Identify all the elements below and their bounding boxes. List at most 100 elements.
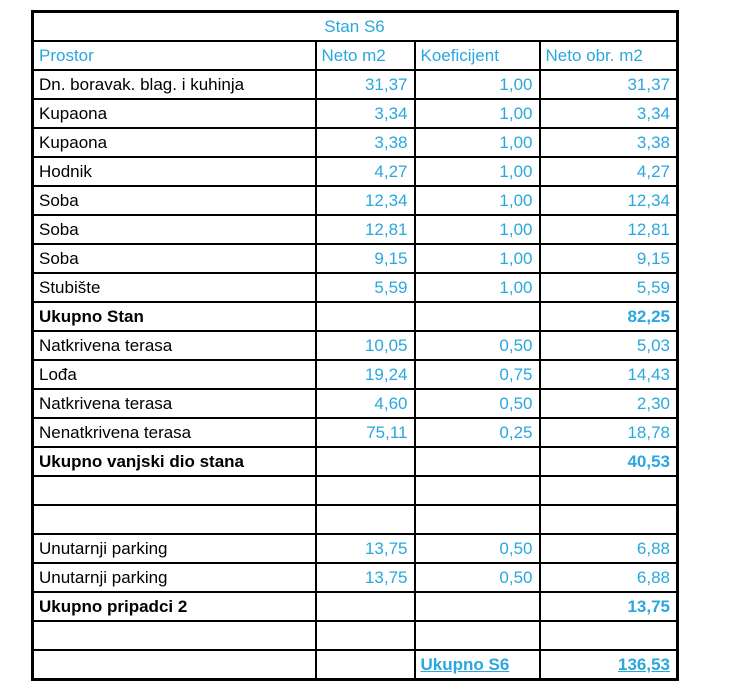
cell-koeficijent: Ukupno S6: [413, 649, 541, 681]
cell-neto-m2: 10,05: [314, 330, 416, 361]
table-row-data: Nenatkrivena terasa 75,11 0,25 18,78: [31, 417, 679, 448]
cell-neto-obr-m2: 3,38: [538, 127, 679, 158]
cell-koeficijent: [413, 301, 541, 332]
table-row-data: Dn. boravak. blag. i kuhinja 31,37 1,00 31,…: [31, 69, 679, 100]
cell-koeficijent: [413, 620, 541, 651]
cell-neto-m2: [314, 475, 416, 506]
table-title: Stan S6: [31, 10, 679, 42]
table-row-data: Soba 12,34 1,00 12,34: [31, 185, 679, 216]
cell-koeficijent: 0,25: [413, 417, 541, 448]
table-row-data: Unutarnji parking 13,75 0,50 6,88: [31, 533, 679, 564]
table-row-data: Natkrivena terasa 4,60 0,50 2,30: [31, 388, 679, 419]
cell-neto-m2: [314, 649, 416, 681]
table-row-total: Ukupno pripadci 2 13,75: [31, 591, 679, 622]
table-row-data: Soba 12,81 1,00 12,81: [31, 214, 679, 245]
table-row-total: Ukupno Stan 82,25: [31, 301, 679, 332]
cell-koeficijent: 0,50: [413, 330, 541, 361]
table-row-empty: [31, 504, 679, 535]
column-header-prostor: Prostor: [31, 40, 317, 71]
cell-koeficijent: [413, 591, 541, 622]
cell-prostor: Natkrivena terasa: [31, 388, 317, 419]
cell-prostor: Kupaona: [31, 98, 317, 129]
cell-prostor: Lođa: [31, 359, 317, 390]
cell-prostor: Ukupno Stan: [31, 301, 317, 332]
cell-koeficijent: 0,50: [413, 562, 541, 593]
cell-prostor: Unutarnji parking: [31, 533, 317, 564]
cell-prostor: Ukupno vanjski dio stana: [31, 446, 317, 477]
cell-prostor: Ukupno pripadci 2: [31, 591, 317, 622]
cell-neto-m2: 12,81: [314, 214, 416, 245]
cell-koeficijent: 0,50: [413, 533, 541, 564]
table-row-data: Natkrivena terasa 10,05 0,50 5,03: [31, 330, 679, 361]
cell-prostor: Dn. boravak. blag. i kuhinja: [31, 69, 317, 100]
cell-neto-obr-m2: 5,03: [538, 330, 679, 361]
cell-neto-obr-m2: 136,53: [538, 649, 679, 681]
cell-koeficijent: [413, 475, 541, 506]
table-row-empty: [31, 475, 679, 506]
table-row-data: Kupaona 3,38 1,00 3,38: [31, 127, 679, 158]
cell-neto-obr-m2: 13,75: [538, 591, 679, 622]
cell-koeficijent: 1,00: [413, 127, 541, 158]
cell-neto-m2: 31,37: [314, 69, 416, 100]
cell-koeficijent: 1,00: [413, 185, 541, 216]
cell-neto-obr-m2: 12,34: [538, 185, 679, 216]
cell-neto-obr-m2: 5,59: [538, 272, 679, 303]
table-title-row: Stan S6: [31, 10, 679, 42]
cell-prostor: [31, 620, 317, 651]
column-header-koeficijent: Koeficijent: [413, 40, 541, 71]
cell-koeficijent: 1,00: [413, 272, 541, 303]
cell-neto-m2: 3,38: [314, 127, 416, 158]
cell-prostor: Unutarnji parking: [31, 562, 317, 593]
table-row-data: Hodnik 4,27 1,00 4,27: [31, 156, 679, 187]
cell-prostor: Soba: [31, 214, 317, 245]
cell-neto-m2: 3,34: [314, 98, 416, 129]
cell-neto-obr-m2: 82,25: [538, 301, 679, 332]
cell-neto-obr-m2: 6,88: [538, 562, 679, 593]
column-header-neto-obr-m2: Neto obr. m2: [538, 40, 679, 71]
cell-neto-m2: 13,75: [314, 562, 416, 593]
cell-neto-m2: 75,11: [314, 417, 416, 448]
table-header-row: Prostor Neto m2 Koeficijent Neto obr. m2: [31, 40, 679, 71]
cell-neto-obr-m2: 3,34: [538, 98, 679, 129]
cell-prostor: Kupaona: [31, 127, 317, 158]
cell-neto-obr-m2: 4,27: [538, 156, 679, 187]
cell-neto-m2: 5,59: [314, 272, 416, 303]
cell-prostor: Stubište: [31, 272, 317, 303]
cell-koeficijent: 1,00: [413, 243, 541, 274]
table-row-data: Soba 9,15 1,00 9,15: [31, 243, 679, 274]
cell-neto-m2: [314, 446, 416, 477]
cell-koeficijent: 1,00: [413, 98, 541, 129]
cell-prostor: [31, 475, 317, 506]
cell-neto-obr-m2: 6,88: [538, 533, 679, 564]
cell-neto-m2: [314, 591, 416, 622]
table-row-grand: Ukupno S6 136,53: [31, 649, 679, 681]
cell-koeficijent: 1,00: [413, 214, 541, 245]
cell-prostor: Hodnik: [31, 156, 317, 187]
cell-prostor: Natkrivena terasa: [31, 330, 317, 361]
column-header-neto-m2: Neto m2: [314, 40, 416, 71]
cell-neto-obr-m2: 40,53: [538, 446, 679, 477]
cell-prostor: [31, 504, 317, 535]
cell-neto-m2: 4,27: [314, 156, 416, 187]
table-row-data: Stubište 5,59 1,00 5,59: [31, 272, 679, 303]
table-row-data: Kupaona 3,34 1,00 3,34: [31, 98, 679, 129]
table-row-data: Unutarnji parking 13,75 0,50 6,88: [31, 562, 679, 593]
cell-koeficijent: 1,00: [413, 156, 541, 187]
cell-koeficijent: [413, 504, 541, 535]
cell-neto-obr-m2: 18,78: [538, 417, 679, 448]
cell-prostor: [31, 649, 317, 681]
cell-koeficijent: 1,00: [413, 69, 541, 100]
cell-prostor: Nenatkrivena terasa: [31, 417, 317, 448]
cell-neto-m2: 4,60: [314, 388, 416, 419]
cell-neto-m2: [314, 620, 416, 651]
cell-neto-obr-m2: [538, 504, 679, 535]
cell-prostor: Soba: [31, 185, 317, 216]
cell-neto-m2: [314, 504, 416, 535]
cell-neto-obr-m2: [538, 620, 679, 651]
cell-neto-obr-m2: 14,43: [538, 359, 679, 390]
cell-koeficijent: [413, 446, 541, 477]
cell-neto-m2: 19,24: [314, 359, 416, 390]
cell-neto-obr-m2: [538, 475, 679, 506]
cell-neto-obr-m2: 2,30: [538, 388, 679, 419]
